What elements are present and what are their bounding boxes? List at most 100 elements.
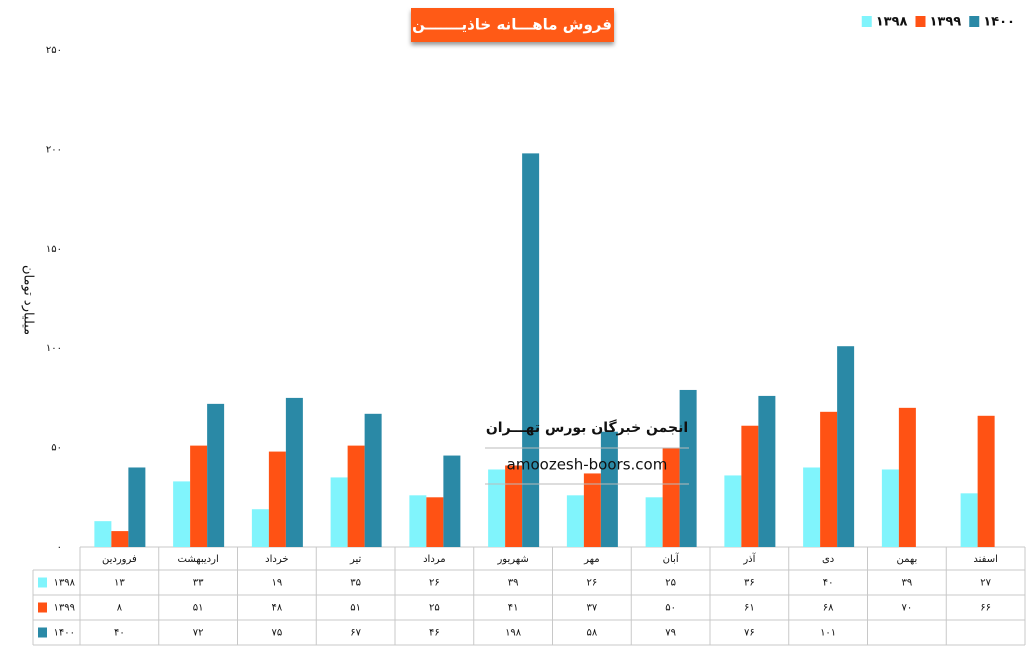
table-value: ۷۶ [744, 628, 755, 639]
bar [409, 495, 427, 547]
bar [207, 403, 225, 547]
table-value: ۴۶ [429, 628, 440, 639]
table-value: ۸ [117, 603, 123, 614]
legend-swatch [969, 16, 980, 27]
table-value: ۳۳ [193, 578, 204, 589]
bar [724, 475, 742, 547]
y-tick-label: ۲۰۰ [46, 144, 62, 155]
table-value: ۲۵ [665, 578, 676, 589]
bar [94, 521, 112, 547]
table-value: ۵۰ [665, 603, 676, 614]
bar [758, 395, 776, 547]
legend-swatch [38, 577, 47, 588]
x-tick-label: شهریور [496, 554, 528, 565]
bar [268, 451, 286, 547]
x-tick-label: دی [822, 554, 834, 565]
table-value: ۳۹ [902, 578, 913, 589]
legend-label: ۱۳۹۹ [930, 15, 962, 30]
legend-label: ۱۴۰۰ [983, 15, 1015, 30]
legend-swatch [38, 602, 47, 613]
bar [600, 431, 618, 547]
table-value: ۶۸ [823, 603, 834, 614]
bar [662, 447, 680, 547]
table-row-label: ۱۴۰۰ [54, 628, 75, 639]
bar [285, 397, 303, 547]
x-tick-label: آذر [742, 552, 756, 565]
chart-title: فروش ماهـــانه خاذیـــــــن [412, 16, 612, 34]
table-value: ۷۵ [272, 628, 283, 639]
table-value: ۴۸ [272, 603, 283, 614]
bar [522, 153, 540, 547]
bar [128, 467, 146, 547]
table-value: ۵۱ [193, 603, 204, 614]
bar [364, 413, 382, 547]
bar [583, 473, 601, 547]
x-tick-label: اسفند [973, 554, 997, 565]
bar [977, 415, 995, 547]
legend-swatch [38, 627, 47, 638]
bar [679, 389, 697, 547]
bar [330, 477, 348, 547]
legend-swatch [861, 16, 872, 27]
y-tick-label: ۱۰۰ [46, 343, 62, 354]
table-value: ۶۱ [744, 603, 755, 614]
table-value: ۵۱ [350, 603, 361, 614]
x-tick-label: بهمن [896, 554, 917, 565]
bar [426, 497, 444, 547]
table-value: ۷۲ [193, 628, 204, 639]
table-value: ۴۰ [823, 578, 834, 589]
bar [960, 493, 978, 547]
bar [803, 467, 821, 547]
table-value: ۱۰۱ [820, 628, 836, 639]
table-value: ۴۰ [114, 628, 125, 639]
table-value: ۲۷ [980, 578, 991, 589]
bar [505, 465, 523, 547]
table-value: ۶۷ [350, 628, 361, 639]
table-value: ۱۳ [114, 578, 125, 589]
table-value: ۱۹ [272, 578, 283, 589]
table-row-label: ۱۳۹۹ [54, 603, 75, 614]
table-value: ۷۰ [902, 603, 913, 614]
table-value: ۱۹۸ [505, 628, 522, 639]
table-value: ۲۶ [587, 578, 598, 589]
bar [190, 445, 208, 547]
table-value: ۲۶ [429, 578, 440, 589]
bar [881, 469, 899, 547]
table-value: ۶۶ [980, 603, 991, 614]
bar [111, 531, 129, 547]
bar [820, 411, 838, 547]
y-tick-label: ۲۵۰ [46, 45, 62, 56]
table-value: ۳۷ [587, 603, 598, 614]
y-tick-label: ۵۰ [51, 443, 62, 454]
bar [898, 407, 916, 547]
watermark: انجمن خبرگان بورس تهـــران [486, 419, 688, 436]
legend-label: ۱۳۹۸ [876, 15, 908, 30]
x-tick-label: تیر [349, 554, 362, 565]
table-value: ۲۵ [429, 603, 440, 614]
bar [173, 481, 191, 547]
table-value: ۳۵ [350, 578, 361, 589]
table-value: ۷۹ [665, 628, 676, 639]
title-box [411, 8, 614, 42]
watermark: amoozesh-boors.com [507, 456, 668, 474]
x-tick-label: مرداد [423, 554, 446, 565]
legend-swatch [915, 16, 926, 27]
y-axis-label: میلیارد تومان [21, 265, 36, 335]
bar [488, 469, 506, 547]
bar [741, 425, 759, 547]
bar [347, 445, 365, 547]
table-value: ۳۹ [508, 578, 519, 589]
table-value: ۴۱ [508, 603, 519, 614]
bar [251, 509, 269, 547]
bar [443, 455, 461, 547]
x-tick-label: مهر [583, 554, 599, 565]
x-tick-label: اردیبهشت [178, 554, 219, 565]
x-tick-label: فروردین [102, 554, 137, 565]
table-value: ۵۸ [587, 628, 598, 639]
table-row-label: ۱۳۹۸ [54, 578, 76, 589]
y-tick-label: ۱۵۰ [46, 244, 62, 255]
table-value: ۳۶ [744, 578, 755, 589]
bar [645, 497, 663, 547]
x-tick-label: خرداد [265, 554, 288, 565]
